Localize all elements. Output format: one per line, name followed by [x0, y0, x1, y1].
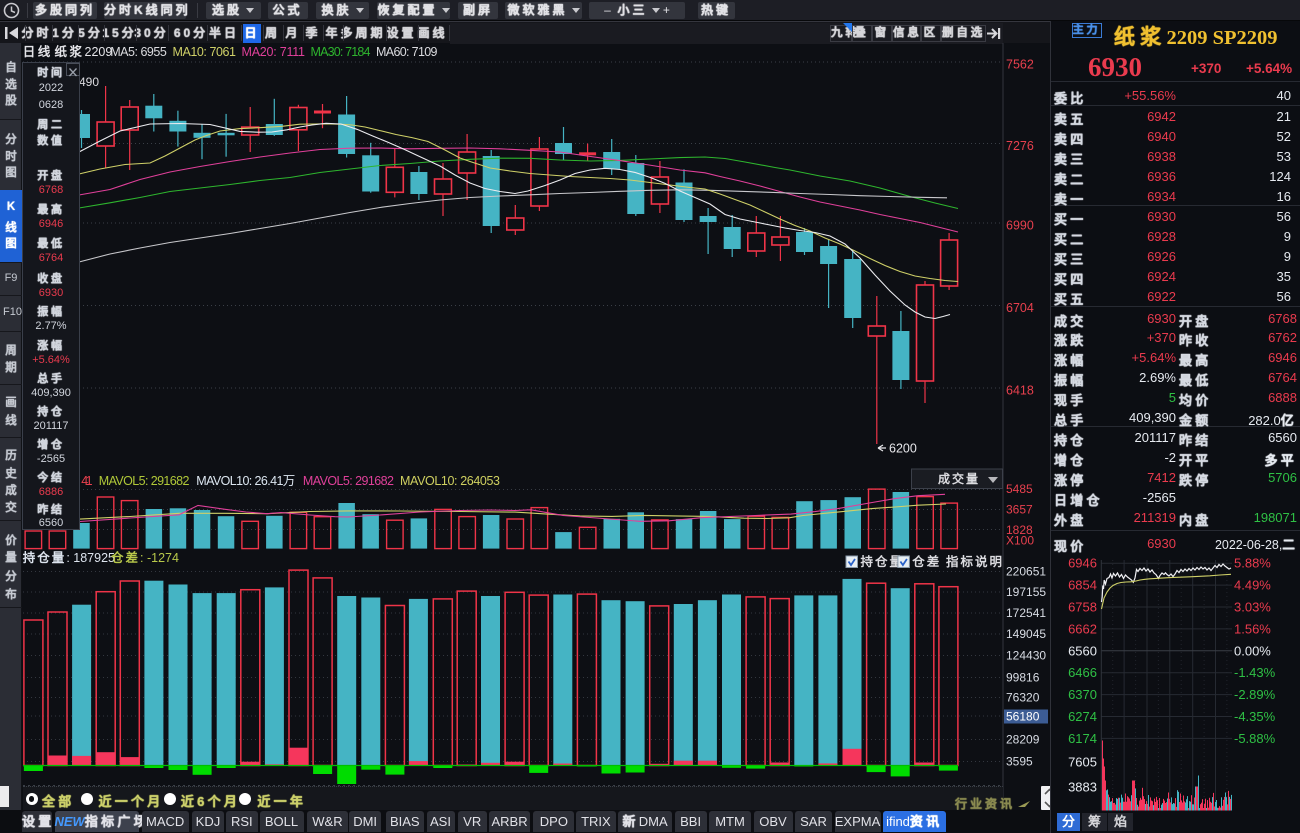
svg-text:1.56%: 1.56% [1234, 621, 1271, 636]
svg-text:56180: 56180 [1006, 710, 1040, 724]
svg-text:仓差: 仓差 [911, 554, 941, 569]
svg-text:持仓量: 持仓量 [861, 554, 905, 569]
svg-text:3657: 3657 [1006, 503, 1033, 517]
svg-text:149045: 149045 [1006, 627, 1046, 641]
svg-text:5485: 5485 [1006, 482, 1033, 496]
svg-text:MA20: 7111: MA20: 7111 [242, 45, 306, 59]
svg-text:MAVOL10: 264053: MAVOL10: 264053 [400, 474, 500, 488]
svg-text:6466: 6466 [1068, 665, 1097, 680]
svg-text:6174: 6174 [1068, 731, 1097, 746]
svg-text:5.88%: 5.88% [1234, 556, 1271, 571]
svg-text:6758: 6758 [1068, 600, 1097, 615]
svg-text:6560: 6560 [1068, 643, 1097, 658]
svg-text:X100: X100 [1006, 534, 1034, 548]
svg-text:220651: 220651 [1006, 565, 1046, 579]
svg-text:MAVOL5: 291682: MAVOL5: 291682 [303, 474, 394, 488]
svg-text:6200: 6200 [889, 442, 917, 456]
svg-text:7605: 7605 [1068, 755, 1097, 770]
svg-text:76320: 76320 [1006, 691, 1040, 705]
svg-text:7276: 7276 [1006, 139, 1034, 153]
svg-text:6370: 6370 [1068, 687, 1097, 702]
svg-text:6418: 6418 [1006, 384, 1034, 398]
svg-text:41: 41 [81, 474, 92, 488]
svg-text:纸浆2209: 纸浆2209 [55, 44, 113, 59]
svg-text:MAVOL5: 291682: MAVOL5: 291682 [99, 474, 190, 488]
svg-text:197155: 197155 [1006, 585, 1046, 599]
svg-text:MA30: 7184: MA30: 7184 [311, 45, 371, 59]
svg-text:99816: 99816 [1006, 671, 1040, 685]
svg-text:124430: 124430 [1006, 649, 1046, 663]
svg-text:MAVOL10: 26.41万: MAVOL10: 26.41万 [196, 474, 295, 488]
svg-text:0.00%: 0.00% [1234, 643, 1271, 658]
svg-text:MA5: 6955: MA5: 6955 [110, 45, 167, 59]
svg-text:持仓量: 187925: 持仓量: 187925 [23, 550, 115, 565]
svg-text:6662: 6662 [1068, 621, 1097, 636]
svg-text:490: 490 [79, 75, 99, 89]
svg-text:-5.88%: -5.88% [1234, 731, 1276, 746]
svg-text:6274: 6274 [1068, 709, 1097, 724]
svg-text:4.49%: 4.49% [1234, 578, 1271, 593]
svg-text:3595: 3595 [1006, 755, 1033, 769]
svg-text:MA60: 7109: MA60: 7109 [376, 45, 438, 59]
svg-text:3.03%: 3.03% [1234, 600, 1271, 615]
svg-text:-4.35%: -4.35% [1234, 709, 1276, 724]
svg-text:6946: 6946 [1068, 556, 1097, 571]
svg-text:-1.43%: -1.43% [1234, 665, 1276, 680]
svg-text:成交量: 成交量 [938, 471, 980, 486]
svg-text:3883: 3883 [1068, 780, 1097, 795]
svg-text:-2.89%: -2.89% [1234, 687, 1276, 702]
svg-text:6704: 6704 [1006, 301, 1034, 315]
svg-text:6854: 6854 [1068, 578, 1097, 593]
svg-text:172541: 172541 [1006, 606, 1046, 620]
svg-text:指标说明: 指标说明 [946, 554, 1004, 569]
svg-text:日线: 日线 [23, 44, 53, 59]
svg-text:28209: 28209 [1006, 733, 1040, 747]
svg-text:6990: 6990 [1006, 219, 1034, 233]
svg-text:1828: 1828 [1006, 523, 1033, 537]
svg-text:MA10: 7061: MA10: 7061 [173, 45, 237, 59]
svg-text:仓差: -1274: 仓差: -1274 [110, 550, 179, 565]
svg-text:7562: 7562 [1006, 58, 1034, 72]
